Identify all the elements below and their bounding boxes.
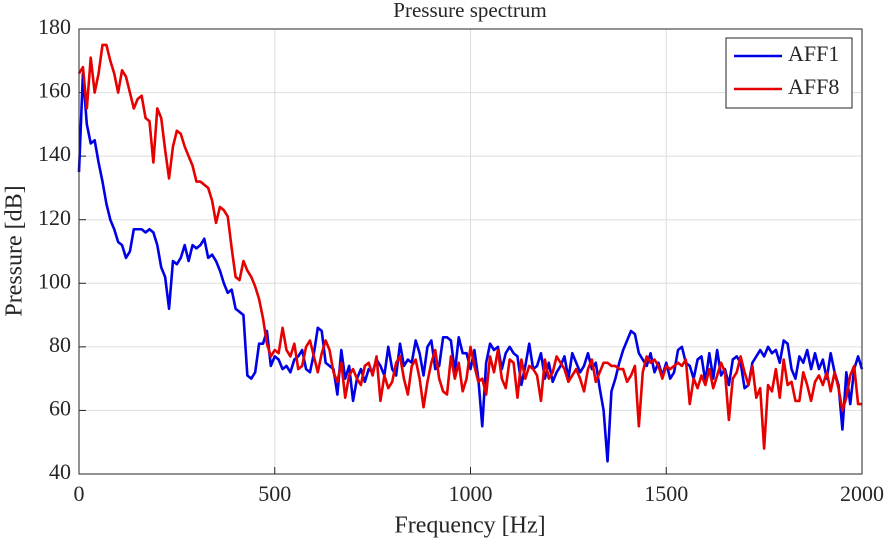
y-tick-label: 140 [38,141,71,166]
y-tick-label: 80 [49,332,71,357]
series-line [77,43,862,450]
y-axis-label: Pressure [dB] [2,185,28,316]
series-line [77,72,864,463]
x-tick-label: 2000 [840,481,884,506]
y-tick-label: 180 [38,14,71,39]
x-tick-label: 1000 [449,481,493,506]
legend-label: AFF1 [788,41,839,66]
x-tick-label: 1500 [644,481,688,506]
y-tick-label: 60 [49,395,71,420]
y-tick-label: 40 [49,459,71,484]
x-tick-label: 0 [74,481,85,506]
y-tick-label: 160 [38,78,71,103]
plot-frame [78,28,863,475]
legend-label: AFF8 [788,74,839,99]
y-tick-label: 120 [38,205,71,230]
x-axis-label: Frequency [Hz] [394,513,545,539]
y-tick-label: 100 [38,268,71,293]
legend-box [725,37,853,109]
x-tick-label: 500 [258,481,291,506]
chart-title: Pressure spectrum [393,0,546,22]
